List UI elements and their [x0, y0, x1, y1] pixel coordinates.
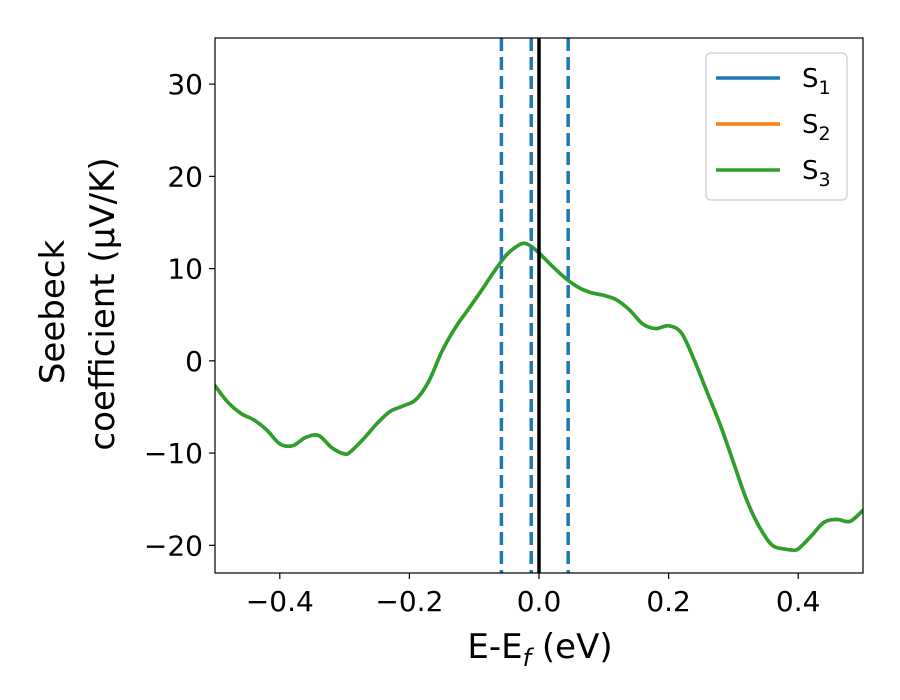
- plot-marks: [215, 38, 863, 573]
- x-tick-label: 0.0: [517, 585, 562, 618]
- y-tick-label: 30: [167, 68, 203, 101]
- legend: S1 S2 S3: [705, 52, 848, 201]
- y-tick-label: 10: [167, 253, 203, 286]
- y-axis-label-line1: Seebeck: [33, 240, 73, 385]
- x-tick-label: −0.2: [375, 585, 443, 618]
- y-axis-ticks: −20 −10 0 10 20 30: [144, 68, 215, 562]
- x-axis-label: E-Ef (eV): [467, 627, 612, 672]
- y-tick-label: 0: [185, 345, 203, 378]
- x-tick-label: 0.4: [776, 585, 821, 618]
- x-tick-label: −0.4: [246, 585, 314, 618]
- plot-area: [214, 37, 864, 574]
- y-tick-label: 20: [167, 160, 203, 193]
- x-axis-ticks: −0.4 −0.2 0.0 0.2 0.4: [246, 573, 821, 618]
- x-tick-label: 0.2: [646, 585, 691, 618]
- legend-label-s2: S2: [802, 110, 831, 145]
- legend-label-s1: S1: [802, 64, 831, 99]
- y-tick-label: −10: [144, 437, 203, 470]
- legend-box: [705, 52, 848, 201]
- y-axis-label-line2: coefficient (μV/K): [83, 157, 123, 450]
- legend-label-s3: S3: [802, 156, 831, 191]
- series-line-s3: [215, 241, 863, 553]
- y-tick-label: −20: [144, 529, 203, 562]
